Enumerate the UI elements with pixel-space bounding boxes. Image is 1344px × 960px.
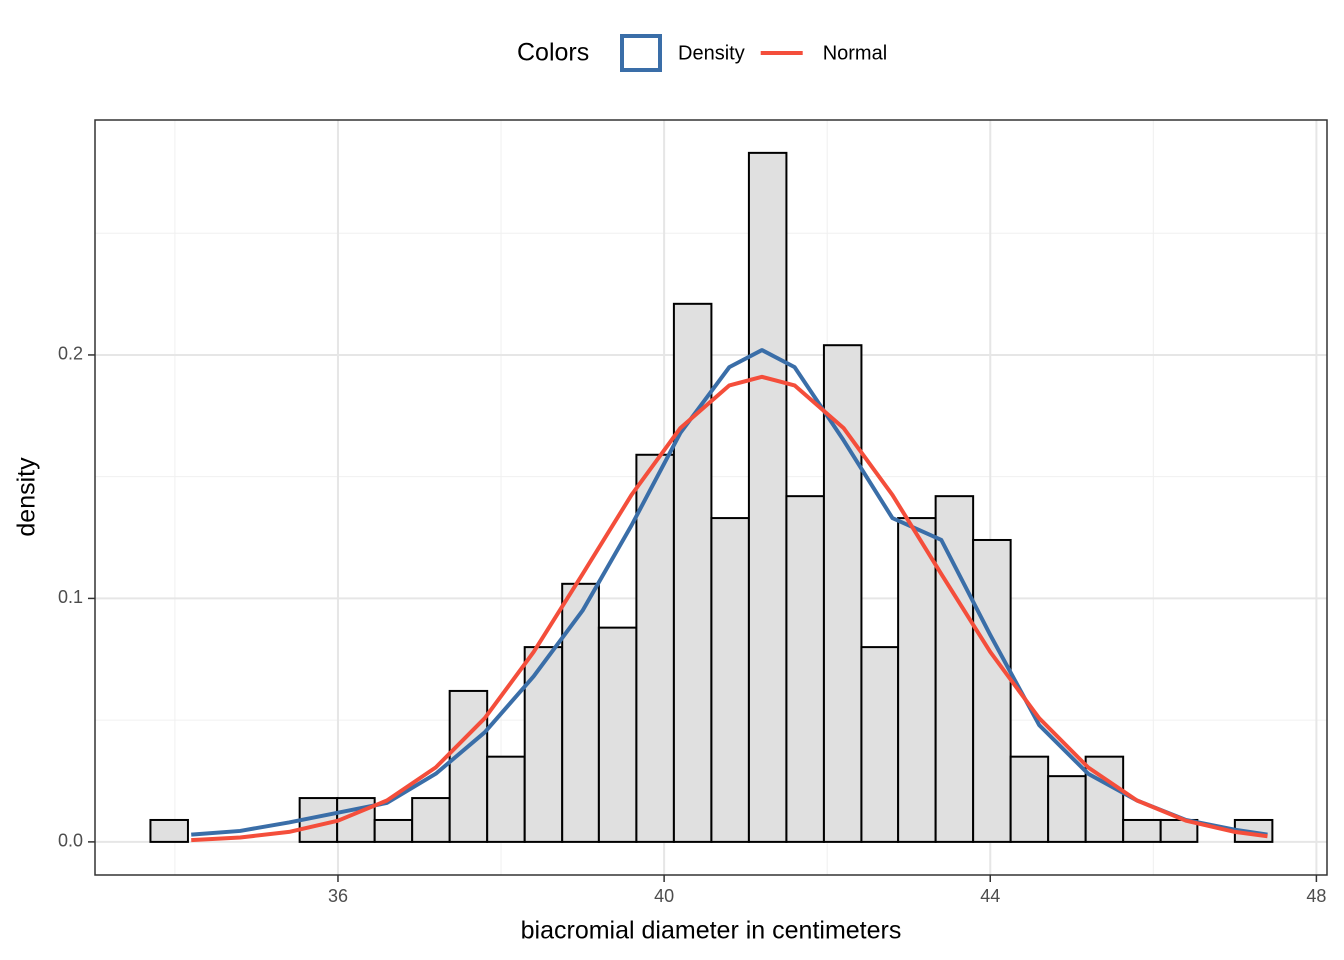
y-axis-label: density [13,457,41,537]
bar [710,517,750,843]
legend-key [620,34,662,72]
bar [897,517,937,843]
x-tick-label: 44 [980,886,1000,906]
bar [785,495,825,843]
bar [448,689,489,843]
bar [597,626,638,843]
bar [486,755,526,843]
bar [747,151,788,843]
bar [934,495,975,843]
bar [373,818,414,843]
bar [149,818,189,843]
bar [561,582,600,843]
x-tick-label: 36 [328,886,348,906]
bar [635,453,675,843]
bar [1122,818,1162,843]
y-tick-label: 0.0 [58,831,83,851]
bar [672,302,713,843]
x-tick-label: 48 [1306,886,1326,906]
x-axis-label: biacromial diameter in centimeters [521,917,902,945]
legend-title: Colors [517,39,589,67]
bar [1047,775,1087,843]
bar [972,538,1012,843]
y-tick-label: 0.1 [58,587,83,607]
legend-label: Density [678,42,745,64]
y-tick-label: 0.2 [58,344,83,364]
bar [523,646,564,843]
legend-label: Normal [823,42,887,64]
bar [1009,755,1050,843]
bar [1084,755,1125,843]
bar [411,797,451,843]
curve [191,374,1268,843]
bar [860,646,900,843]
panel-border [94,119,1328,876]
x-tick-label: 40 [654,886,674,906]
